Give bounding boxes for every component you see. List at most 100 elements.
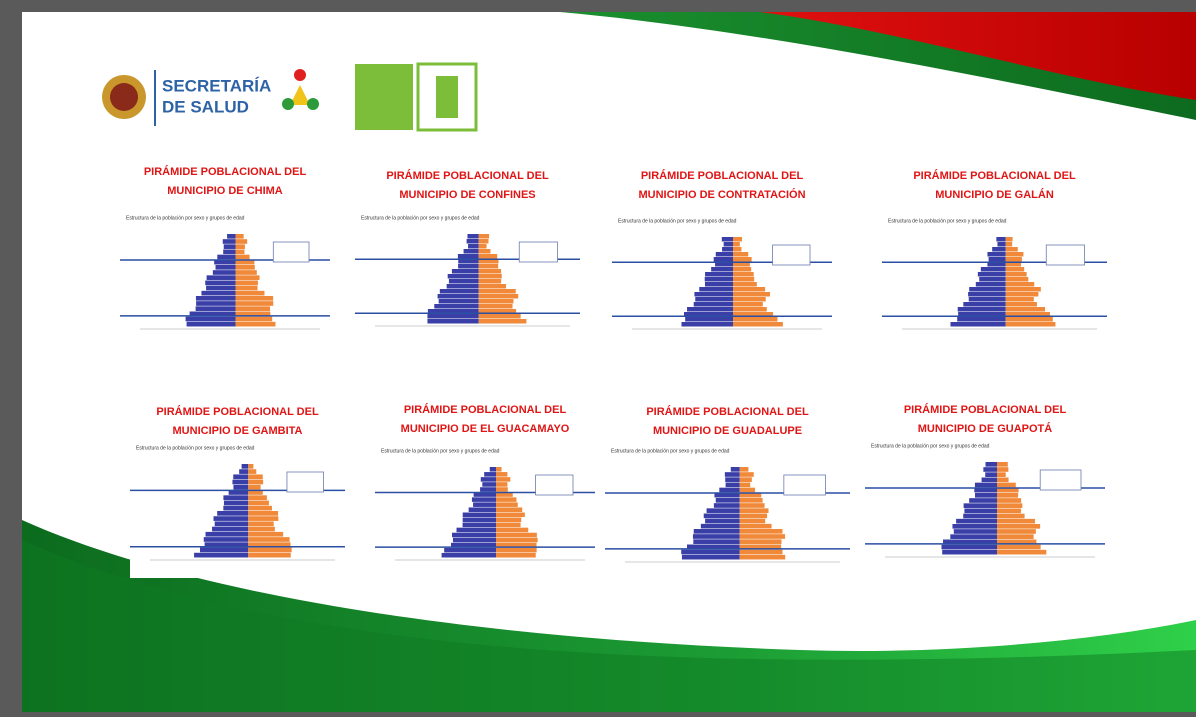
logos: SECRETARÍA DE SALUD — [85, 58, 478, 136]
pyramid-bar-male — [711, 267, 733, 272]
pyramid-bar-female — [1005, 262, 1022, 267]
pyramid-bar-female — [997, 467, 1009, 472]
pyramid-bar-male — [974, 487, 997, 493]
pyramid-bar-male — [714, 492, 740, 498]
pyramid-bar-female — [997, 498, 1022, 503]
pyramid-bar-female — [997, 518, 1035, 524]
pyramid-bar-female — [478, 279, 502, 284]
pyramid-bar-female — [997, 493, 1019, 498]
pyramid-bar-female — [248, 505, 272, 511]
chart-subtitle: Estructura de la población por sexo y gr… — [361, 215, 480, 221]
pyramid-bar-male — [963, 503, 997, 508]
pyramid-bar-male — [715, 252, 733, 257]
pyramid-bar-female — [997, 472, 1006, 477]
pyramid-bar-male — [695, 297, 733, 302]
pyramid-bar-female — [1005, 247, 1018, 252]
pyramid-bar-male — [458, 264, 479, 269]
pyramid-bar-female — [997, 477, 1009, 483]
pyramid-bar-male — [212, 526, 249, 532]
pyramid-bar-male — [715, 498, 740, 503]
pyramid-bar-female — [248, 474, 263, 480]
pyramid-bar-female — [739, 523, 772, 529]
pyramid-bar-female — [248, 516, 279, 521]
pyramid-bar-female — [733, 297, 766, 302]
pyramid-bar-male — [681, 322, 733, 327]
pyramid-bar-female — [248, 542, 291, 548]
pyramid-bar-female — [496, 552, 536, 558]
pyramid-bar-female — [997, 462, 1008, 467]
pyramid-bar-female — [739, 492, 762, 498]
pyramid-bar-male — [953, 529, 997, 534]
pyramid-bar-female — [733, 307, 767, 312]
pyramid-bar-female — [733, 322, 783, 327]
pyramid-bar-male — [694, 292, 733, 297]
chart-title: PIRÁMIDE POBLACIONAL DEL — [646, 405, 809, 418]
pyramid-bar-female — [235, 265, 255, 270]
pyramid-bar-male — [206, 285, 236, 291]
chart-subtitle: Estructura de la población por sexo y gr… — [871, 443, 990, 449]
pyramid-bar-male — [980, 267, 1006, 272]
pyramid-bar-female — [1005, 287, 1041, 292]
logo-dot — [307, 98, 319, 110]
chart-title: PIRÁMIDE POBLACIONAL DEL — [904, 403, 1067, 416]
pyramid-bar-male — [958, 312, 1006, 317]
pyramid-bar-male — [456, 527, 496, 533]
pyramid-bar-male — [462, 512, 496, 518]
chart-title: MUNICIPIO DE CHIMA — [167, 185, 283, 197]
pyramid-bar-male — [489, 467, 496, 472]
pyramid-bar-female — [496, 487, 508, 492]
pyramid-bar-male — [201, 290, 236, 296]
pyramid-bar-female — [248, 547, 292, 553]
pyramid-bar-male — [968, 297, 1006, 302]
pyramid-bar-female — [1005, 307, 1045, 312]
pyramid-bar-female — [1005, 242, 1013, 247]
pyramid-bar-female — [478, 244, 487, 249]
pyramid-bar-female — [496, 472, 508, 477]
pyramid-bar-male — [227, 234, 236, 239]
pyramid-bar-male — [450, 542, 496, 548]
pyramid-bar-female — [478, 234, 490, 239]
pyramid-bar-male — [963, 302, 1006, 307]
pyramid-bar-female — [1005, 297, 1034, 302]
pyramid-bar-male — [992, 247, 1006, 252]
chart-title: PIRÁMIDE POBLACIONAL DEL — [386, 169, 549, 182]
pyramid-bar-male — [437, 294, 479, 299]
pyramid-bar-male — [205, 531, 249, 537]
pyramid-chart: PIRÁMIDE POBLACIONAL DEL MUNICIPIO DE CON… — [355, 169, 580, 344]
pyramid-bar-female — [1005, 312, 1050, 317]
pyramid-bar-male — [725, 477, 740, 482]
pyramid-bar-female — [496, 547, 537, 553]
pyramid-bar-male — [979, 277, 1006, 282]
chart-title: PIRÁMIDE POBLACIONAL DEL — [404, 403, 567, 416]
pyramid-bar-female — [1005, 282, 1035, 287]
pyramid-bar-male — [700, 523, 740, 529]
pyramid-bar-male — [214, 259, 236, 265]
pyramid-bar-male — [985, 472, 997, 477]
pyramid-bar-male — [452, 537, 496, 543]
pyramid-bar-male — [427, 314, 479, 319]
pyramid-bar-male — [195, 306, 236, 311]
pyramid-bar-female — [478, 269, 502, 274]
pyramid-bar-female — [1005, 252, 1024, 257]
pyramid-bar-female — [496, 492, 513, 497]
pyramid-bar-male — [217, 511, 249, 516]
logo-green — [355, 64, 413, 130]
pyramid-bar-male — [195, 296, 236, 301]
pyramid-bar-male — [687, 307, 733, 312]
pyramid-bar-female — [733, 237, 742, 242]
pyramid-bar-male — [957, 317, 1006, 322]
pyramid-bar-female — [733, 302, 763, 307]
pyramid-bar-male — [468, 507, 496, 512]
pyramid-bar-male — [196, 301, 236, 306]
charts: PIRÁMIDE POBLACIONAL DEL MUNICIPIO DE CHI… — [120, 165, 1107, 580]
pyramid-bar-male — [722, 247, 733, 252]
pyramid-bar-female — [478, 259, 499, 264]
chart-title: PIRÁMIDE POBLACIONAL DEL — [641, 169, 804, 182]
legend-box — [1045, 244, 1085, 266]
pyramid-bar-male — [706, 508, 740, 513]
pyramid-bar-female — [1005, 257, 1022, 262]
pyramid-bar-male — [981, 477, 997, 483]
pyramid-bar-female — [997, 539, 1037, 545]
pyramid-bar-male — [719, 487, 740, 493]
